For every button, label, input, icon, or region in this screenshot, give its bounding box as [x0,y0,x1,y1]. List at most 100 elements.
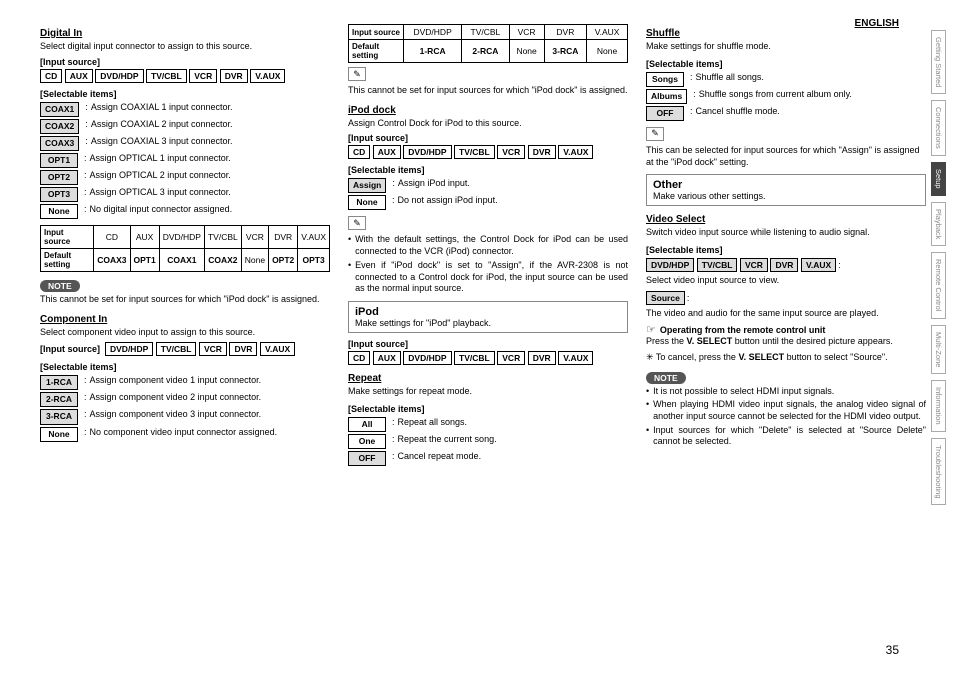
bullet-item: • When playing HDMI video input signals, … [646,399,926,422]
column-3: Shuffle Make settings for shuffle mode. … [646,20,926,472]
colon: : [84,153,87,165]
colon: : [84,187,87,199]
nav-tab-setup[interactable]: Setup [931,162,946,196]
nav-tab-troubleshooting[interactable]: Troubleshooting [931,438,946,506]
item-row: One:Repeat the current song. [348,434,628,449]
ipod-box-title: iPod [355,306,621,318]
table-cell: COAX1 [159,249,204,272]
item-row: 3-RCA:Assign component video 3 input con… [40,409,330,424]
ipod-dock-desc: Assign Control Dock for iPod to this sou… [348,118,628,130]
chip-opt1: OPT1 [40,153,78,168]
table-cell: None [509,40,544,63]
video-select-desc: Switch video input source while listenin… [646,227,926,239]
chip-cd: CD [348,351,370,365]
other-section-box: Other Make various other settings. [646,174,926,206]
input-source-label: [Input source] [348,339,408,349]
nav-tab-playback[interactable]: Playback [931,202,946,246]
colon: : [693,89,696,101]
item-text: Assign component video 2 input connector… [90,392,330,404]
item-text: Assign OPTICAL 2 input connector. [90,170,330,182]
chip-tv-cbl: TV/CBL [697,258,738,272]
video-select-notes: •It is not possible to select HDMI input… [646,386,926,448]
table-cell: TV/CBL [204,226,241,249]
colon: : [392,195,395,207]
table-cell: None [241,249,268,272]
bullet-dot: • [348,234,351,246]
table-cell: OPT1 [130,249,159,272]
item-text: Cancel shuffle mode. [696,106,926,118]
item-row: 1-RCA:Assign component video 1 input con… [40,375,330,390]
other-box-sub: Make various other settings. [653,191,919,201]
nav-tab-connections[interactable]: Connections [931,100,946,156]
item-text: Assign COAXIAL 1 input connector. [91,102,330,114]
chip-cd: CD [40,69,62,83]
language-label: ENGLISH [855,18,899,29]
chip-source: Source [646,291,685,305]
chip-1-rca: 1-RCA [40,375,78,390]
table-cell: Default setting [41,249,94,272]
colon: : [84,427,87,439]
component-in-title: Component In [40,314,330,325]
chip-v-aux: V.AUX [558,145,593,159]
table-cell: V.AUX [298,226,330,249]
item-row: Songs:Shuffle all songs. [646,72,926,87]
table-cell: CD [94,226,130,249]
chip-tv-cbl: TV/CBL [454,351,495,365]
item-text: Repeat all songs. [398,417,628,429]
chip-dvd-hdp: DVD/HDP [95,69,143,83]
table-cell: DVR [544,25,586,40]
shuffle-items: Songs:Shuffle all songs.Albums:Shuffle s… [646,72,926,121]
chip-albums: Albums [646,89,687,104]
ipod-box-sub: Make settings for "iPod" playback. [355,318,621,328]
chip-off: OFF [348,451,386,466]
colon: : [392,451,395,463]
table-cell: VCR [509,25,544,40]
input-source-label: [Input source] [348,133,408,143]
remote-cancel-line: ✳ To cancel, press the V. SELECT button … [646,352,926,364]
nav-tab-multi-zone[interactable]: Multi-Zone [931,325,946,374]
item-row: All:Repeat all songs. [348,417,628,432]
component-in-items: 1-RCA:Assign component video 1 input con… [40,375,330,441]
colon: : [838,260,841,270]
ipod-section-box: iPod Make settings for "iPod" playback. [348,301,628,333]
nav-tab-information[interactable]: Information [931,380,946,432]
table-cell: OPT2 [269,249,298,272]
digital-in-items: COAX1:Assign COAXIAL 1 input connector.C… [40,102,330,219]
input-source-label: [Input source] [40,344,100,354]
video-select-title: Video Select [646,214,926,225]
table-cell: TV/CBL [462,25,509,40]
chip-dvr: DVR [528,145,556,159]
chip-coax2: COAX2 [40,119,79,134]
item-text: Assign OPTICAL 1 input connector. [90,153,330,165]
table-cell: COAX3 [94,249,130,272]
item-row: OFF:Cancel shuffle mode. [646,106,926,121]
chip-tv-cbl: TV/CBL [146,69,187,83]
bullet-text: When playing HDMI video input signals, t… [653,399,926,422]
digital-in-desc: Select digital input connector to assign… [40,41,330,53]
pencil-icon: ✎ [348,67,366,81]
page-number: 35 [886,643,899,657]
ipod-dock-title: iPod dock [348,105,628,116]
table-cell: Input source [349,25,404,40]
chip-tv-cbl: TV/CBL [156,342,197,356]
bullet-dot: • [348,260,351,272]
item-row: 2-RCA:Assign component video 2 input con… [40,392,330,407]
chip-3-rca: 3-RCA [40,409,78,424]
table-cell: Input source [41,226,94,249]
chip-aux: AUX [373,351,401,365]
other-box-title: Other [653,179,919,191]
pencil-icon: ✎ [348,216,366,230]
nav-tab-getting-started[interactable]: Getting Started [931,30,946,94]
item-text: Assign component video 3 input connector… [90,409,330,421]
item-row: COAX2:Assign COAXIAL 2 input connector. [40,119,330,134]
table-cell: VCR [241,226,268,249]
video-select-row1-desc: Select video input source to view. [646,275,926,287]
bullet-item: •Even if "iPod dock" is set to "Assign",… [348,260,628,295]
bullet-dot: • [646,399,649,411]
ipod-dock-notes: •With the default settings, the Control … [348,234,628,294]
ipod-inputs: [Input source] CD AUX DVD/HDP TV/CBL VCR… [348,339,628,365]
nav-tab-remote-control[interactable]: Remote Control [931,252,946,319]
table-cell: Default setting [349,40,404,63]
chip-v-aux: V.AUX [250,69,285,83]
bullet-item: •It is not possible to select HDMI input… [646,386,926,398]
